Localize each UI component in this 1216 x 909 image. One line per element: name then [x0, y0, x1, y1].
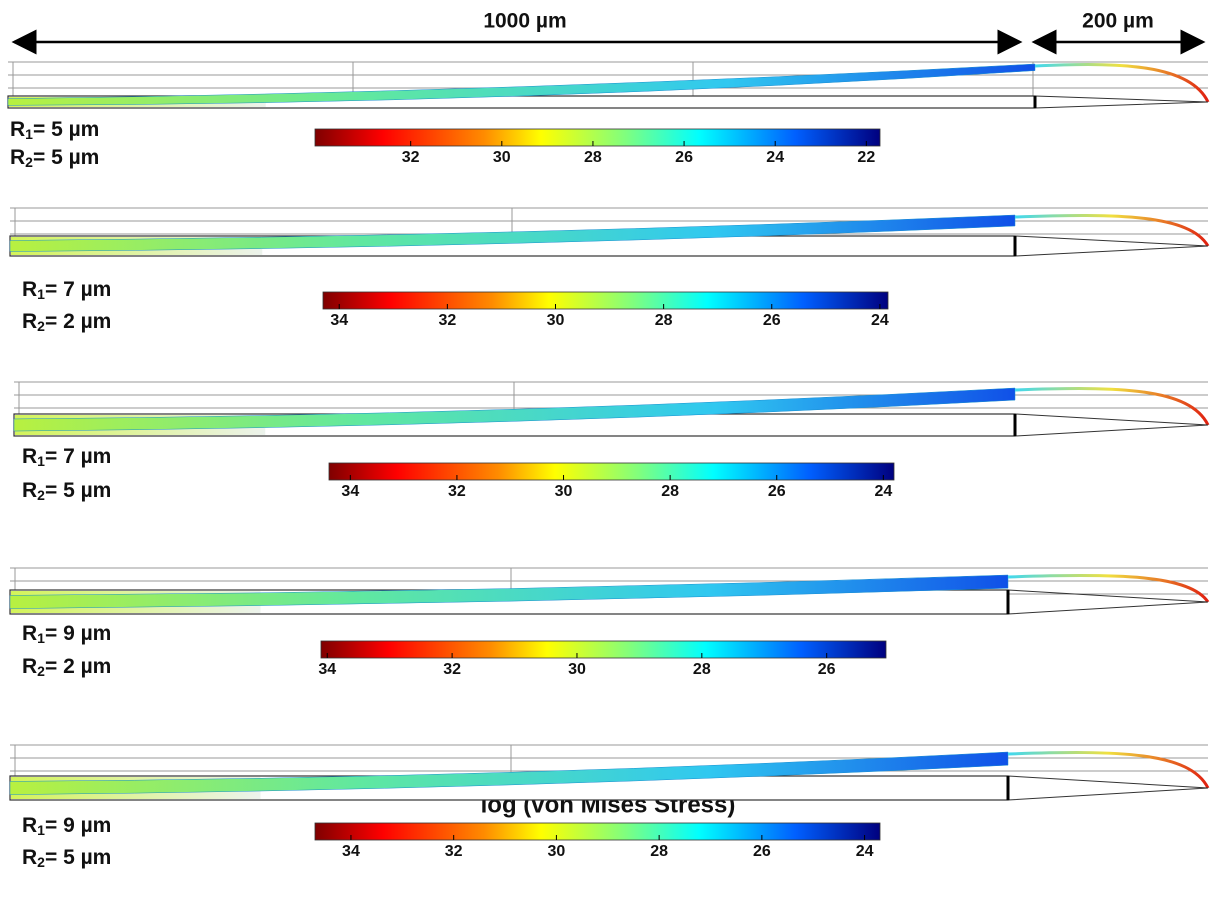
colorbar	[328, 462, 895, 481]
radius-label: R2= 2 µm	[22, 655, 111, 679]
tip-label: 200 µm	[1082, 10, 1154, 33]
tip-beam	[1007, 573, 1210, 603]
tip-cone	[1007, 775, 1209, 801]
colorbar-tick-label: 32	[448, 483, 466, 500]
beam	[7, 63, 1036, 106]
radius-symbol: R	[10, 118, 25, 141]
radius-symbol: R	[22, 445, 37, 468]
radius-subscript: 2	[37, 663, 45, 679]
colorbar-tick-label: 24	[766, 149, 784, 166]
colorbar-tick-label: 34	[342, 843, 360, 860]
colorbar-tick-label: 24	[871, 312, 889, 329]
colorbar-tick-label: 34	[341, 483, 359, 500]
radius-value: = 2 µm	[45, 310, 111, 333]
radius-subscript: 2	[25, 154, 33, 170]
radius-subscript: 2	[37, 318, 45, 334]
colorbar	[320, 640, 887, 659]
colorbar-tick-label: 28	[661, 483, 679, 500]
radius-symbol: R	[22, 278, 37, 301]
radius-value: = 5 µm	[33, 146, 99, 169]
length-label: 1000 µm	[483, 10, 566, 33]
colorbar-tick-label: 26	[763, 312, 781, 329]
colorbar-tick-label: 28	[650, 843, 668, 860]
radius-label: R1= 7 µm	[22, 278, 111, 302]
colorbar-tick-label: 28	[693, 661, 711, 678]
radius-label: R1= 7 µm	[22, 445, 111, 469]
colorbar-tick-label: 34	[318, 661, 336, 678]
tip-beam	[1034, 63, 1210, 103]
colorbar-tick-label: 28	[584, 149, 602, 166]
radius-value: = 9 µm	[45, 814, 111, 837]
radius-subscript: 1	[37, 630, 45, 646]
tip-cone	[1014, 235, 1209, 257]
colorbar-tick-label: 28	[655, 312, 673, 329]
tip-beam	[1014, 387, 1210, 426]
radius-label: R1= 5 µm	[10, 118, 99, 142]
colorbar-tick-label: 24	[856, 843, 874, 860]
colorbar-tick-label: 30	[493, 149, 511, 166]
radius-subscript: 1	[37, 453, 45, 469]
colorbar	[314, 128, 881, 147]
colorbar-tick-label: 26	[818, 661, 836, 678]
radius-subscript: 1	[37, 286, 45, 302]
radius-label: R2= 5 µm	[22, 846, 111, 870]
colorbar	[322, 291, 889, 310]
colorbar-tick-label: 34	[330, 312, 348, 329]
colorbar-tick-label: 30	[548, 843, 566, 860]
colorbar-tick-label: 32	[438, 312, 456, 329]
radius-value: = 5 µm	[45, 479, 111, 502]
radius-symbol: R	[22, 310, 37, 333]
radius-value: = 9 µm	[45, 622, 111, 645]
radius-label: R1= 9 µm	[22, 814, 111, 838]
radius-value: = 5 µm	[33, 118, 99, 141]
radius-value: = 2 µm	[45, 655, 111, 678]
radius-label: R1= 9 µm	[22, 622, 111, 646]
colorbar-tick-label: 30	[547, 312, 565, 329]
radius-label: R2= 5 µm	[22, 479, 111, 503]
colorbar-tick-label: 26	[675, 149, 693, 166]
colorbar-tick-label: 30	[568, 661, 586, 678]
beam	[9, 751, 1009, 795]
colorbar-tick-label: 26	[768, 483, 786, 500]
radius-subscript: 1	[25, 126, 33, 142]
colorbar-tick-label: 32	[443, 661, 461, 678]
radius-subscript: 2	[37, 854, 45, 870]
radius-value: = 5 µm	[45, 846, 111, 869]
radius-symbol: R	[10, 146, 25, 169]
colorbar-tick-label: 32	[402, 149, 420, 166]
colorbar	[314, 822, 881, 841]
radius-label: R2= 5 µm	[10, 146, 99, 170]
tip-beam	[1014, 214, 1210, 247]
tip-cone	[1034, 95, 1209, 109]
radius-label: R2= 2 µm	[22, 310, 111, 334]
colorbar-tick-label: 22	[857, 149, 875, 166]
tip-cone	[1007, 589, 1209, 615]
colorbar-tick-label: 24	[874, 483, 892, 500]
radius-subscript: 2	[37, 487, 45, 503]
beam	[9, 574, 1009, 609]
radius-value: = 7 µm	[45, 278, 111, 301]
radius-symbol: R	[22, 846, 37, 869]
beam	[9, 214, 1016, 252]
colorbar-tick-label: 26	[753, 843, 771, 860]
tip-beam	[1007, 751, 1210, 789]
radius-symbol: R	[22, 479, 37, 502]
radius-symbol: R	[22, 655, 37, 678]
radius-symbol: R	[22, 622, 37, 645]
radius-symbol: R	[22, 814, 37, 837]
beam	[13, 387, 1016, 432]
colorbar-tick-label: 30	[555, 483, 573, 500]
tip-cone	[1014, 413, 1209, 437]
radius-subscript: 1	[37, 822, 45, 838]
colorbar-tick-label: 32	[445, 843, 463, 860]
radius-value: = 7 µm	[45, 445, 111, 468]
